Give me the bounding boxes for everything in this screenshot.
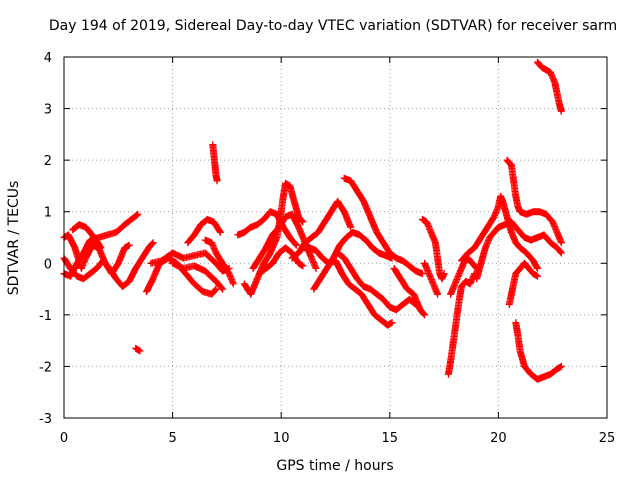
series-arc4 [69,221,105,252]
series-arc28 [503,156,565,247]
series-arc9 [184,215,224,247]
y-axis-label: SDTVAR / TECUs [6,181,22,296]
chart-title: Day 194 of 2019, Sidereal Day-to-day VTE… [49,18,617,34]
y-tick-label: -3 [39,412,52,427]
data-point-markers [147,249,233,275]
data-point-markers [209,141,221,185]
y-tick-label: 4 [44,51,52,66]
y-tick-label: -1 [39,309,52,324]
y-tick-label: 1 [44,206,52,221]
data-marks [60,58,565,383]
data-point-markers [132,344,144,355]
series-arc31 [534,58,565,115]
series-arc30 [512,319,565,383]
data-point-markers [169,259,227,293]
y-tick-labels: -3 -2 -1 0 1 2 3 4 [39,51,52,427]
y-tick-label: 0 [44,257,52,272]
series-arc20 [334,249,420,314]
data-point-markers [201,236,237,288]
series-arc10 [201,236,237,288]
series-arc27 [473,218,565,283]
data-point-markers [334,249,420,314]
grid-layer [64,57,607,418]
series-arc21 [390,264,429,319]
series-arc19 [340,174,426,278]
data-point-markers [184,215,224,247]
data-point-markers [288,197,355,262]
x-tick-label: 15 [382,431,399,446]
data-point-markers [534,58,565,115]
y-tick-label: -2 [39,360,52,375]
x-tick-label: 25 [599,431,616,446]
series-arc8 [169,259,227,293]
plot-frame [63,56,608,419]
series-arc16 [288,197,355,262]
x-tick-label: 0 [60,431,68,446]
data-point-markers [512,319,565,383]
series-arc11 [209,141,221,185]
series-arc23 [421,259,442,298]
data-point-markers [444,270,478,378]
data-point-markers [418,215,448,283]
x-tick-label: 10 [273,431,290,446]
series-arc17 [299,244,396,329]
x-tick-label: 20 [490,431,507,446]
x-tick-labels: 0 5 10 15 20 25 [60,431,615,446]
data-point-markers [299,244,396,329]
data-point-markers [69,221,105,252]
data-point-markers [505,259,541,308]
x-axis-label: GPS time / hours [276,458,393,474]
data-point-markers [503,156,565,247]
data-point-markers [473,218,565,283]
series-arc24 [444,270,478,378]
data-point-markers [340,174,426,278]
series-arc22 [418,215,448,283]
data-point-markers [421,259,442,298]
y-tick-label: 3 [44,103,52,118]
series-arc29 [505,259,541,308]
x-tick-label: 5 [168,431,176,446]
data-point-markers [390,264,429,319]
y-tick-label: 2 [44,154,52,169]
series-arc25 [447,254,481,298]
series-arc7 [147,249,233,275]
series-arc5 [132,344,144,355]
data-point-markers [447,254,481,298]
